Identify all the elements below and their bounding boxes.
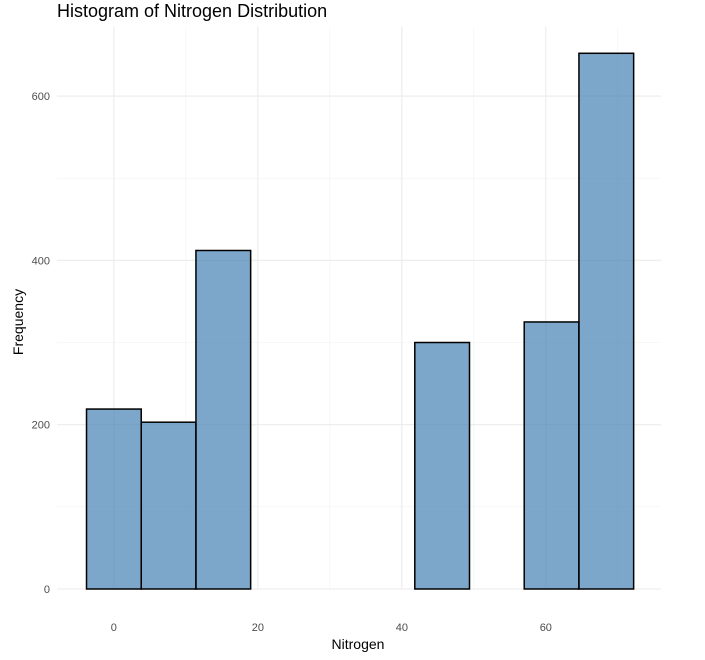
x-tick-label: 20 bbox=[252, 622, 264, 634]
histogram-bar-6 bbox=[414, 341, 471, 590]
y-axis-title: Frequency bbox=[10, 289, 26, 355]
x-axis-title: Nitrogen bbox=[332, 636, 385, 652]
x-axis-ticks: 0 20 40 60 bbox=[111, 622, 552, 634]
histogram-bar-0 bbox=[85, 408, 142, 590]
x-tick-label: 60 bbox=[540, 622, 552, 634]
y-tick-label: 0 bbox=[44, 584, 50, 596]
x-tick-label: 40 bbox=[396, 622, 408, 634]
histogram-bar-9 bbox=[578, 52, 635, 590]
chart-title: Histogram of Nitrogen Distribution bbox=[57, 1, 327, 21]
y-tick-label: 400 bbox=[32, 255, 50, 267]
histogram-bar-2 bbox=[195, 249, 252, 590]
histogram-bar-1 bbox=[140, 421, 197, 590]
y-axis-ticks: 0 200 400 600 bbox=[32, 91, 50, 596]
bars bbox=[85, 52, 635, 590]
y-tick-label: 600 bbox=[32, 91, 50, 103]
x-tick-label: 0 bbox=[111, 622, 117, 634]
histogram-bar-8 bbox=[523, 321, 580, 590]
y-tick-label: 200 bbox=[32, 420, 50, 432]
